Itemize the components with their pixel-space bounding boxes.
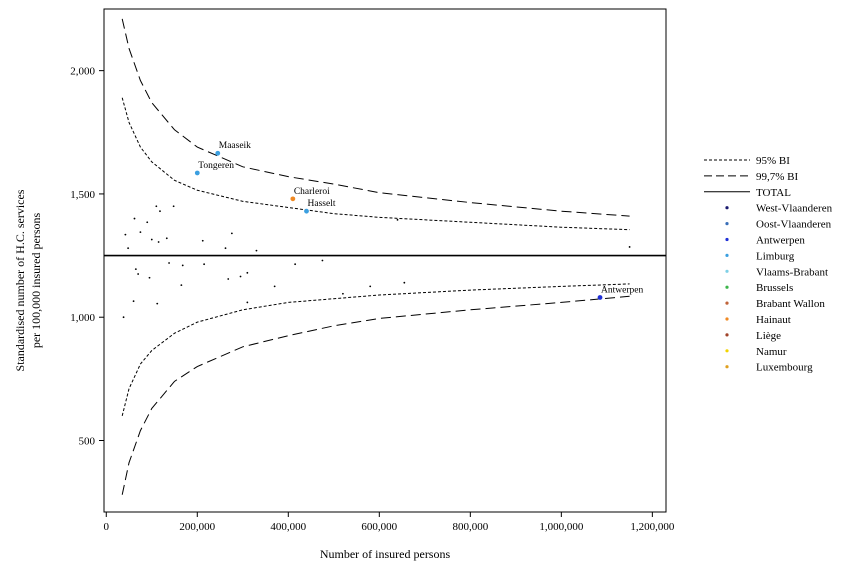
data-point: [239, 275, 242, 278]
legend-label-region: Brabant Wallon: [756, 298, 825, 310]
plot-frame: [103, 8, 667, 513]
y-tick-label: 1,500: [70, 189, 95, 201]
x-tick-label: 600,000: [361, 521, 397, 533]
point-maaseik: [215, 150, 221, 156]
legend-marker: [725, 301, 729, 305]
data-point: [122, 316, 125, 319]
axes: 0 200,000 400,000 600,000 800,000 1,000,000 1,…: [13, 8, 675, 561]
point-tongeren: [194, 170, 200, 176]
upper-997-curve: [121, 18, 630, 217]
data-point: [146, 221, 149, 224]
data-point: [150, 238, 153, 241]
data-point: [134, 268, 137, 271]
legend: 95% BI 99,7% BI TOTAL West-Vlaanderen Oost-V…: [704, 155, 833, 374]
data-point: [156, 302, 159, 305]
point-charleroi: [290, 196, 296, 202]
data-point: [255, 249, 258, 252]
point-label: Tongeren: [198, 161, 234, 171]
legend-marker: [725, 237, 729, 242]
data-point: [165, 237, 168, 240]
data-point: [273, 285, 276, 288]
data-point: [137, 273, 140, 275]
data-point: [201, 239, 204, 242]
data-point: [230, 232, 233, 235]
x-tick-label: 800,000: [452, 521, 488, 533]
legend-marker: [725, 365, 729, 369]
legend-label-region: West-Vlaanderen: [756, 203, 833, 215]
data-point: [133, 217, 136, 220]
legend-label-region: Liège: [756, 330, 781, 342]
point-label: Charleroi: [294, 187, 330, 197]
data-point: [181, 264, 184, 267]
x-tick-label: 400,000: [270, 521, 306, 533]
point-label: Antwerpen: [601, 285, 643, 295]
point-antwerpen: [597, 295, 603, 300]
legend-label-region: Limburg: [756, 250, 795, 262]
y-tick-label: 1,000: [70, 312, 95, 324]
data-point: [321, 259, 324, 262]
data-point: [403, 281, 406, 284]
x-tick-label: 1,200,000: [630, 521, 675, 533]
y-tick-label: 500: [79, 435, 96, 447]
legend-marker: [725, 285, 729, 289]
data-point: [369, 285, 372, 288]
data-point: [139, 231, 142, 234]
data-point: [342, 292, 344, 295]
legend-marker: [725, 222, 729, 226]
point-label: Maaseik: [219, 141, 251, 151]
data-point: [155, 205, 158, 208]
legend-marker: [725, 317, 729, 321]
data-point: [127, 247, 130, 250]
x-tick-label: 1,000,000: [539, 521, 584, 533]
y-tick-label: 2,000: [70, 66, 95, 78]
legend-label-region: Antwerpen: [756, 235, 805, 247]
data-point: [294, 263, 297, 266]
data-point: [124, 233, 127, 236]
legend-label-ci95: 95% BI: [756, 155, 790, 167]
upper-95-curve: [121, 97, 630, 231]
x-axis-title: Number of insured persons: [320, 547, 451, 561]
legend-marker: [725, 253, 729, 257]
legend-marker: [725, 349, 729, 353]
data-point: [157, 241, 160, 243]
legend-label-region: Luxembourg: [756, 362, 813, 374]
point-label: Hasselt: [308, 199, 336, 209]
legend-marker: [725, 269, 729, 273]
plot-area: Maaseik Tongeren Charleroi Hasselt Antwerpen: [104, 18, 666, 495]
data-point: [148, 276, 151, 279]
x-tick-label: 0: [104, 521, 110, 533]
data-point: [159, 210, 161, 213]
lower-997-curve: [121, 295, 630, 495]
legend-marker: [725, 333, 729, 337]
data-point: [180, 284, 183, 287]
x-tick-label: 200,000: [179, 521, 215, 533]
y-axis-title-line2: per 100,000 insured persons: [29, 213, 43, 349]
legend-label-region: Namur: [756, 346, 787, 358]
lower-95-curve: [121, 283, 630, 416]
y-axis-title: Standardised number of H.C. services per …: [13, 189, 43, 371]
data-point: [246, 271, 249, 274]
legend-label-region: Vlaams-Brabant: [756, 266, 828, 278]
data-point: [168, 262, 170, 264]
data-point: [203, 263, 206, 266]
legend-label-region: Hainaut: [756, 314, 791, 326]
data-point: [396, 218, 399, 221]
legend-marker: [725, 206, 729, 210]
data-point: [172, 205, 175, 208]
data-point: [628, 246, 631, 248]
point-hasselt: [304, 208, 309, 214]
legend-label-region: Oost-Vlaanderen: [756, 219, 832, 231]
legend-label-region: Brussels: [756, 282, 793, 294]
data-point: [246, 301, 249, 304]
data-point: [224, 247, 227, 250]
y-axis-title-line1: Standardised number of H.C. services: [13, 189, 27, 371]
data-point: [132, 300, 135, 303]
legend-label-ci997: 99,7% BI: [756, 171, 799, 183]
legend-label-total: TOTAL: [756, 187, 791, 199]
data-point: [227, 278, 230, 280]
